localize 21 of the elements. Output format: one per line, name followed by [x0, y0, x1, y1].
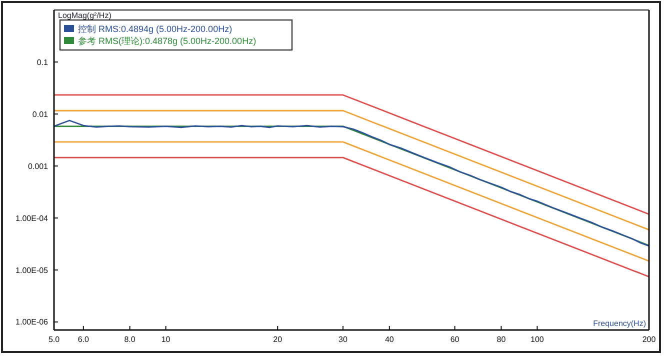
x-tick-label: 40 [384, 335, 394, 344]
y-tick-label: 0.001 [28, 162, 49, 171]
x-tick-label: 6.0 [78, 335, 90, 344]
x-axis-title: Frequency(Hz) [593, 319, 646, 328]
legend-label: 参考 RMS(理论):0.4878g (5.00Hz-200.00Hz) [78, 36, 256, 46]
y-tick-label: 1.00E-06 [16, 318, 49, 327]
y-tick-label: 0.1 [36, 58, 49, 67]
x-tick-label: 5.0 [48, 335, 60, 344]
x-tick-label: 100 [530, 335, 544, 344]
x-tick-label: 200 [642, 335, 656, 344]
x-tick-label: 10 [161, 335, 171, 344]
y-tick-label: 1.00E-04 [16, 214, 49, 223]
y-tick-label: 1.00E-05 [16, 266, 49, 275]
x-tick-label: 60 [450, 335, 460, 344]
y-tick-label: 0.01 [32, 110, 49, 119]
x-tick-label: 30 [338, 335, 348, 344]
x-tick-label: 20 [273, 335, 283, 344]
x-tick-label: 80 [496, 335, 506, 344]
legend-label: 控制 RMS:0.4894g (5.00Hz-200.00Hz) [78, 24, 232, 34]
y-axis-title: LogMag(g²/Hz) [58, 11, 112, 20]
x-tick-label: 8.0 [124, 335, 136, 344]
